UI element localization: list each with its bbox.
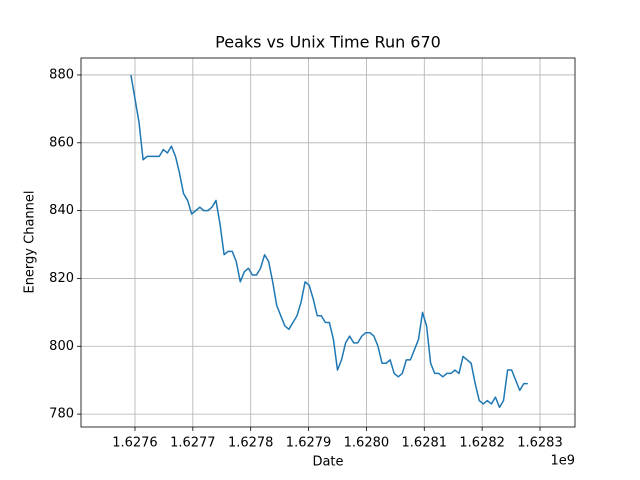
x-tick-label: 1.6279 [286,436,332,451]
x-axis-label: Date [312,455,343,470]
y-tick-label: 800 [49,339,74,354]
y-tick-label: 820 [49,271,74,286]
x-tick-label: 1.6283 [517,436,563,451]
y-tick-label: 840 [49,203,74,218]
x-tick-label: 1.6281 [402,436,448,451]
y-axis-label: Energy Channel [23,190,38,293]
x-tick-label: 1.6278 [228,436,274,451]
chart-title: Peaks vs Unix Time Run 670 [215,33,441,52]
y-tick-label: 860 [49,135,74,150]
data-line [130,74,528,409]
x-tick-label: 1.6280 [344,436,390,451]
y-tick-label: 780 [49,407,74,422]
x-tick-label: 1.6282 [459,436,505,451]
x-tick-label: 1.6276 [112,436,158,451]
x-offset-label: 1e9 [550,454,575,469]
x-tick-label: 1.6277 [170,436,216,451]
y-tick-label: 880 [49,67,74,82]
plot-frame [80,57,576,428]
